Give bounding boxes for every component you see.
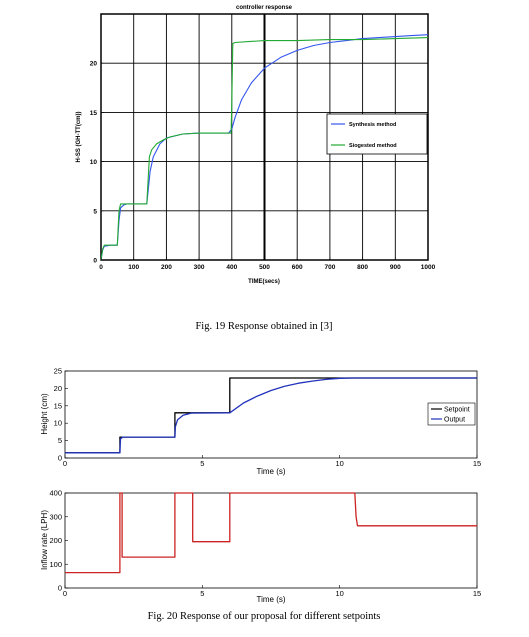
- fig19-x-ticks: 0 100 200 300 400 500 600 700 800 900 1000: [99, 257, 436, 271]
- y-tick-label: 15: [54, 401, 62, 410]
- y-tick-label: 0: [58, 584, 62, 593]
- x-tick-label: 10: [335, 589, 343, 598]
- fig20-legend-label-setpoint: Setpoint: [444, 407, 470, 414]
- fig19-y-axis-label: H-SS (GH-TT(cm)): [76, 112, 82, 163]
- x-tick-label: 300: [194, 264, 205, 271]
- x-tick-label: 800: [357, 264, 368, 271]
- fig20-inflow-y-axis-label: Inflow rate (LPH): [40, 510, 49, 570]
- fig19-legend-label-synthesis: Synthesis method: [349, 122, 396, 128]
- fig20-legend-label-output: Output: [444, 417, 465, 424]
- fig20-inflow-lines: [65, 492, 477, 574]
- fig20-inflow-chart: 0 5 10 15 0 100 200 300 400 Time (s) Inflow rat…: [40, 489, 481, 605]
- x-tick-label: 0: [99, 264, 103, 271]
- series-line-1: [65, 377, 477, 454]
- fig20-inflow-plot-frame: [64, 492, 478, 589]
- y-tick-label: 5: [93, 208, 97, 215]
- x-tick-label: 15: [473, 589, 481, 598]
- fig19-y-ticks: 0 5 10 15 20: [90, 61, 104, 265]
- x-tick-label: 5: [200, 459, 204, 468]
- y-tick-label: 20: [54, 384, 62, 393]
- fig19-legend-label-suggested: Siogested method: [349, 143, 397, 149]
- x-tick-label: 100: [128, 264, 139, 271]
- y-tick-label: 0: [58, 454, 62, 463]
- fig19-lines: [100, 34, 429, 261]
- series-line-0: [65, 492, 477, 574]
- x-tick-label: 5: [200, 589, 204, 598]
- fig20-inflow-y-ticks: 0 100 200 300 400: [49, 489, 68, 593]
- fig20-height-chart: 0 5 10 15 0 5 10 15 20 25 Time (s) Height (cm) S…: [40, 367, 481, 477]
- x-tick-label: 0: [63, 589, 67, 598]
- fig20-height-y-axis-label: Height (cm): [40, 393, 49, 435]
- x-tick-label: 1000: [421, 264, 436, 271]
- fig19-x-axis-label: TIME(secs): [248, 279, 280, 285]
- y-tick-label: 10: [54, 419, 62, 428]
- x-tick-label: 600: [292, 264, 303, 271]
- x-tick-label: 10: [335, 459, 343, 468]
- fig19-title: controller response: [236, 5, 293, 11]
- fig19-caption: Fig. 19 Response obtained in [3]: [195, 321, 332, 332]
- fig20-height-plot-frame: [64, 370, 478, 459]
- y-tick-label: 0: [93, 258, 97, 265]
- fig20-height-legend: Setpoint Output: [427, 402, 476, 426]
- x-tick-label: 15: [473, 459, 481, 468]
- fig19-legend-box: [326, 113, 428, 155]
- y-tick-label: 400: [49, 489, 62, 498]
- y-tick-label: 100: [49, 560, 62, 569]
- fig20-height-lines: [65, 377, 477, 454]
- fig19-chart: 0 100 200 300 400 500 600 700 800 900 1000 0 5 10 15 2…: [76, 5, 436, 332]
- fig20-height-x-ticks: 0 5 10 15: [63, 455, 481, 468]
- x-tick-label: 500: [259, 264, 270, 271]
- fig19-legend: Synthesis method Siogested method: [326, 113, 428, 155]
- fig20-inflow-x-axis-label: Time (s): [256, 595, 285, 604]
- fig20-inflow-x-ticks: 0 5 10 15: [63, 585, 481, 598]
- y-tick-label: 10: [90, 159, 98, 166]
- x-tick-label: 0: [63, 459, 67, 468]
- series-line-1: [100, 37, 429, 261]
- fig20-height-x-axis-label: Time (s): [256, 467, 285, 476]
- fig20-height-y-ticks: 0 5 10 15 20 25: [54, 367, 68, 463]
- y-tick-label: 20: [90, 61, 98, 68]
- fig20-caption: Fig. 20 Response of our proposal for dif…: [148, 611, 381, 622]
- y-tick-label: 15: [90, 110, 98, 117]
- x-tick-label: 400: [226, 264, 237, 271]
- y-tick-label: 5: [58, 436, 62, 445]
- x-tick-label: 200: [161, 264, 172, 271]
- x-tick-label: 700: [324, 264, 335, 271]
- y-tick-label: 25: [54, 367, 62, 376]
- y-tick-label: 300: [49, 512, 62, 521]
- y-tick-label: 200: [49, 536, 62, 545]
- x-tick-label: 900: [390, 264, 401, 271]
